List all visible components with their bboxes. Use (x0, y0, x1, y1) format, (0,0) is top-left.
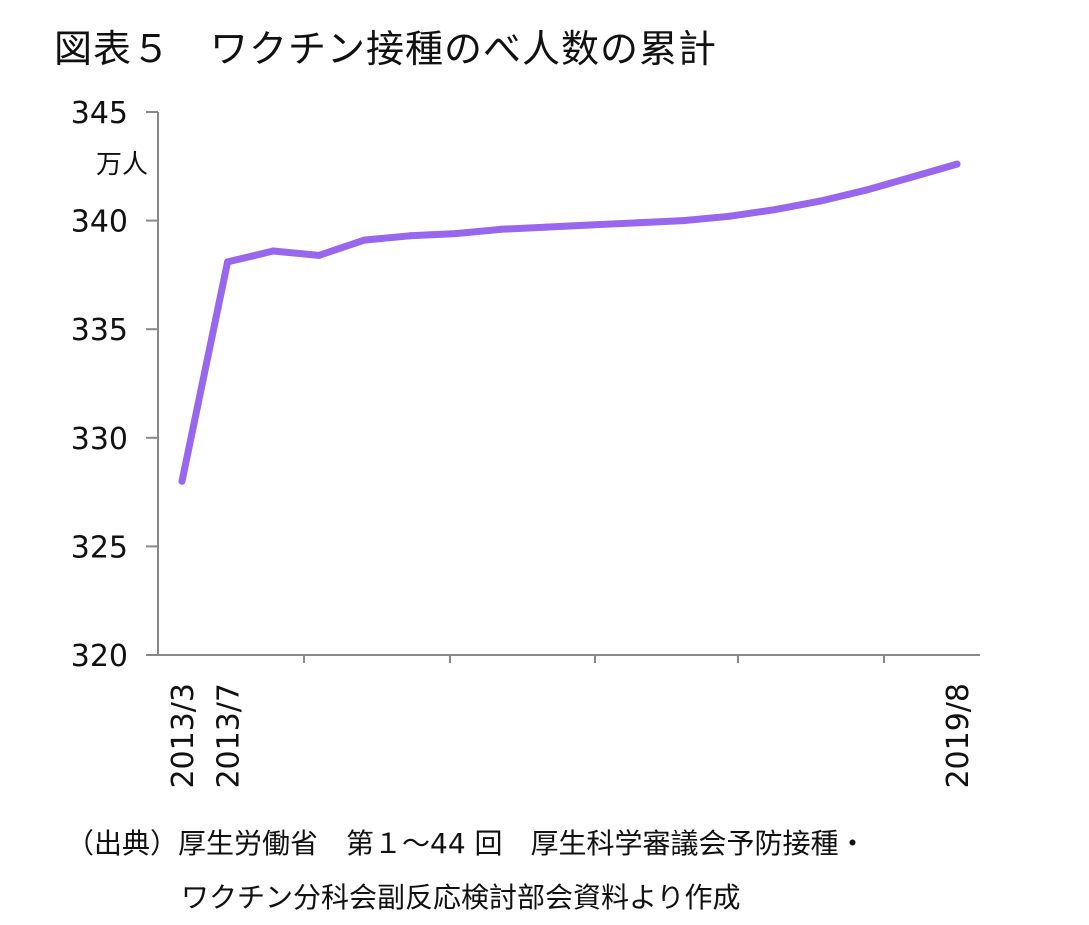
data-point (953, 160, 961, 168)
data-point (679, 217, 687, 225)
data-point (178, 477, 186, 485)
chart-axes (146, 111, 980, 663)
data-point (816, 197, 824, 205)
data-point (360, 236, 368, 244)
data-point (224, 258, 232, 266)
data-point (543, 223, 551, 231)
data-point (634, 219, 642, 227)
series-line (178, 160, 961, 485)
source-note-line-1: （出典）厚生労働省 第１～44 回 厚生科学審議会予防接種・ (66, 827, 867, 860)
chart-title: 図表５ ワクチン接種のべ人数の累計 (54, 27, 718, 71)
y-tick-label: 330 (71, 422, 128, 457)
x-tick-label: 2019/8 (941, 683, 976, 789)
y-tick-label: 325 (71, 530, 128, 565)
data-point (771, 206, 779, 214)
data-point (725, 212, 733, 220)
data-point (907, 173, 915, 181)
y-tick-labels: 320 325 330 335 340 345 (71, 96, 128, 674)
data-point (269, 247, 277, 255)
y-tick-label: 335 (71, 313, 128, 348)
y-unit-label: 万人 (96, 150, 149, 180)
data-point (588, 221, 596, 229)
data-point (315, 251, 323, 259)
data-point (862, 186, 870, 194)
data-point (497, 225, 505, 233)
x-tick-labels: 2013/3 2013/7 2019/8 (166, 683, 976, 789)
y-tick-label: 345 (71, 96, 128, 131)
chart-series (178, 160, 961, 485)
data-point (406, 232, 414, 240)
x-tick-label: 2013/3 (166, 683, 201, 789)
y-tick-label: 320 (71, 639, 128, 674)
data-point (452, 230, 460, 238)
y-tick-label: 340 (71, 205, 128, 240)
x-tick-label: 2013/7 (212, 683, 247, 789)
source-note-line-2: ワクチン分科会副反応検討部会資料より作成 (181, 881, 741, 914)
